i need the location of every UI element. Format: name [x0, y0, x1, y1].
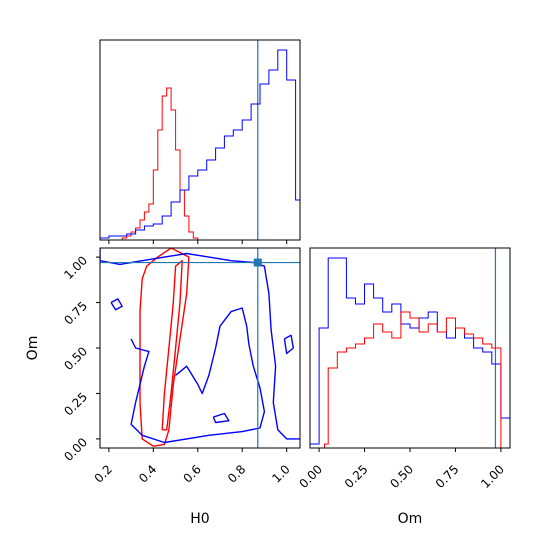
contour-line-1	[139, 248, 190, 447]
y-tick-label: 1.00	[61, 253, 90, 282]
x-tick-label: 1.0	[269, 462, 292, 485]
contour-line-3	[100, 248, 300, 440]
om-marginal-panel: 0.00 0.25 0.50 0.75 1.00 Om	[296, 247, 511, 527]
h0-histogram-series-1	[100, 87, 300, 241]
h0-marginal-ticks	[108, 240, 288, 244]
h0-histogram-series-2	[100, 49, 301, 239]
h0-marginal-frame	[99, 39, 301, 241]
om-histogram-series-2	[319, 311, 502, 449]
h0-marginal-panel	[99, 39, 301, 244]
joint-y-ticks: 0.00 0.25 0.50 0.75 1.00	[61, 253, 100, 464]
om-histogram-series-1	[310, 257, 511, 445]
x-tick-label: 0.4	[136, 462, 159, 485]
contour-line-5	[110, 298, 123, 311]
x-tick-label: 0.6	[180, 462, 203, 485]
joint-truth-lines	[100, 248, 300, 448]
y-tick-label: 0.00	[61, 435, 90, 464]
y-axis-label-om: Om	[25, 336, 41, 361]
contour-line-7	[283, 334, 294, 355]
om-x-tick-label: 0.75	[433, 462, 462, 491]
om-x-tick-label: 0.50	[387, 462, 416, 491]
h0-om-joint-panel: 0.2 0.4 0.6 0.8 1.0 0.000.250.500.751.00 H0 …	[25, 247, 301, 527]
contour-line-6	[212, 412, 230, 424]
joint-x-ticks: 0.2 0.4 0.6 0.8 1.0	[92, 448, 293, 486]
y-tick-label: 0.50	[61, 344, 90, 373]
om-x-tick-label: 0.25	[342, 462, 371, 491]
joint-frame	[99, 247, 301, 449]
om-x-ticks: 0.00 0.25 0.50 0.75 1.00	[296, 448, 507, 491]
contour-line-4	[130, 307, 266, 444]
om-x-tick-label: 1.00	[478, 462, 507, 491]
x-tick-label: 0.2	[92, 462, 115, 485]
y-tick-label: 0.75	[61, 299, 90, 328]
x-tick-label: 0.8	[225, 462, 248, 485]
truth-marker	[253, 258, 262, 267]
y-tick-label: 0.25	[61, 390, 90, 419]
x-axis-label-h0: H0	[190, 511, 209, 527]
x-axis-label-om: Om	[398, 511, 423, 527]
contour-line-2	[161, 260, 183, 431]
om-x-tick-label: 0.00	[296, 462, 325, 491]
